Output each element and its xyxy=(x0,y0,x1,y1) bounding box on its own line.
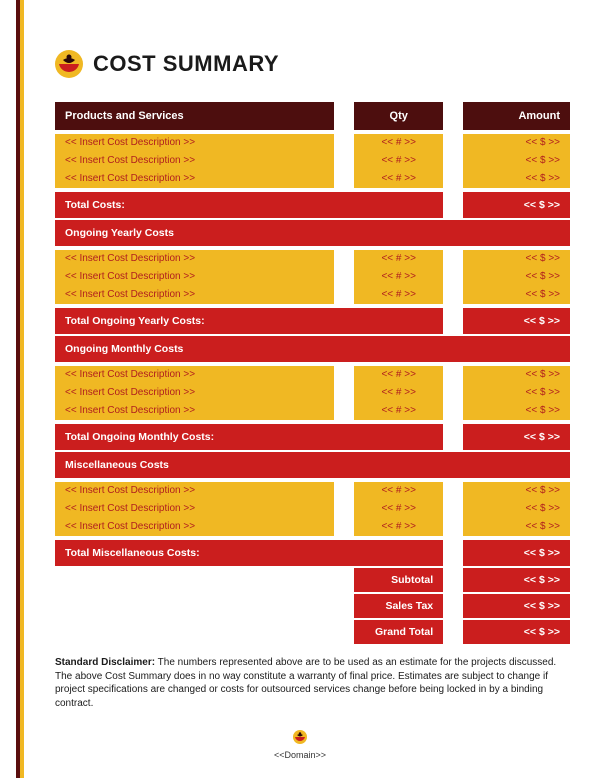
section-heading: Ongoing Yearly Costs xyxy=(55,220,570,246)
section-total-label: Total Ongoing Monthly Costs: xyxy=(55,424,443,450)
col-header-amount: Amount xyxy=(463,102,570,130)
summary-label: Grand Total xyxy=(354,620,443,644)
section-total-label: Total Miscellaneous Costs: xyxy=(55,540,443,566)
item-desc: << Insert Cost Description >> xyxy=(55,402,334,420)
page-title: COST SUMMARY xyxy=(93,51,279,77)
item-amount: << $ >> xyxy=(463,482,570,500)
item-qty: << # >> xyxy=(354,482,443,500)
section-total-amount: << $ >> xyxy=(463,540,570,566)
cost-table: Products and Services Qty Amount << Insert … xyxy=(55,102,570,644)
item-qty: << # >> xyxy=(354,500,443,518)
item-desc: << Insert Cost Description >> xyxy=(55,482,334,500)
item-qty: << # >> xyxy=(354,402,443,420)
item-desc: << Insert Cost Description >> xyxy=(55,268,334,286)
summary-amount: << $ >> xyxy=(463,568,570,592)
section-heading: Ongoing Monthly Costs xyxy=(55,336,570,362)
item-desc: << Insert Cost Description >> xyxy=(55,518,334,536)
item-qty: << # >> xyxy=(354,170,443,188)
section-heading: Miscellaneous Costs xyxy=(55,452,570,478)
item-amount: << $ >> xyxy=(463,286,570,304)
item-amount: << $ >> xyxy=(463,134,570,152)
item-desc: << Insert Cost Description >> xyxy=(55,134,334,152)
logo-icon xyxy=(55,50,83,78)
item-desc: << Insert Cost Description >> xyxy=(55,250,334,268)
item-qty: << # >> xyxy=(354,268,443,286)
summary-label: Sales Tax xyxy=(354,594,443,618)
col-header-desc: Products and Services xyxy=(55,102,334,130)
summary-amount: << $ >> xyxy=(463,620,570,644)
item-amount: << $ >> xyxy=(463,500,570,518)
disclaimer: Standard Disclaimer: The numbers represe… xyxy=(55,656,570,710)
section-total-amount: << $ >> xyxy=(463,424,570,450)
item-desc: << Insert Cost Description >> xyxy=(55,500,334,518)
item-qty: << # >> xyxy=(354,134,443,152)
item-amount: << $ >> xyxy=(463,518,570,536)
section-total-label: Total Costs: xyxy=(55,192,443,218)
item-qty: << # >> xyxy=(354,286,443,304)
page-footer: <<Domain>> xyxy=(0,730,600,760)
item-qty: << # >> xyxy=(354,384,443,402)
col-header-qty: Qty xyxy=(354,102,443,130)
item-amount: << $ >> xyxy=(463,366,570,384)
summary-label: Subtotal xyxy=(354,568,443,592)
section-total-amount: << $ >> xyxy=(463,308,570,334)
item-desc: << Insert Cost Description >> xyxy=(55,286,334,304)
side-stripe xyxy=(16,0,24,778)
footer-domain: <<Domain>> xyxy=(0,750,600,760)
disclaimer-label: Standard Disclaimer: xyxy=(55,657,155,668)
page-content: COST SUMMARY Products and Services Qty Amo… xyxy=(55,50,570,710)
item-desc: << Insert Cost Description >> xyxy=(55,384,334,402)
item-desc: << Insert Cost Description >> xyxy=(55,152,334,170)
item-qty: << # >> xyxy=(354,152,443,170)
item-amount: << $ >> xyxy=(463,170,570,188)
item-desc: << Insert Cost Description >> xyxy=(55,170,334,188)
section-total-label: Total Ongoing Yearly Costs: xyxy=(55,308,443,334)
item-amount: << $ >> xyxy=(463,250,570,268)
item-amount: << $ >> xyxy=(463,152,570,170)
section-total-amount: << $ >> xyxy=(463,192,570,218)
page-header: COST SUMMARY xyxy=(55,50,570,78)
item-qty: << # >> xyxy=(354,366,443,384)
footer-logo-icon xyxy=(293,730,307,744)
item-amount: << $ >> xyxy=(463,402,570,420)
item-qty: << # >> xyxy=(354,518,443,536)
item-amount: << $ >> xyxy=(463,384,570,402)
item-desc: << Insert Cost Description >> xyxy=(55,366,334,384)
item-qty: << # >> xyxy=(354,250,443,268)
summary-amount: << $ >> xyxy=(463,594,570,618)
item-amount: << $ >> xyxy=(463,268,570,286)
